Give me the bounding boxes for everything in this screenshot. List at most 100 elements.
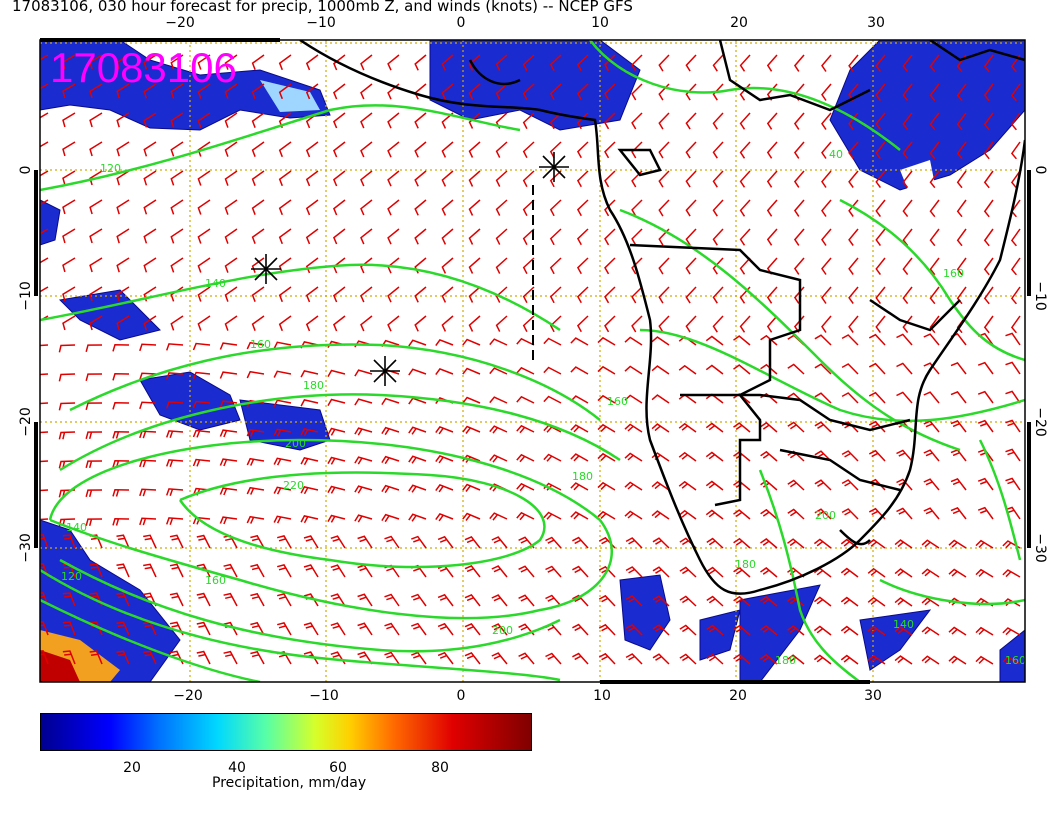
wind-barb (522, 112, 535, 130)
wind-barb (251, 83, 265, 99)
wind-barb (975, 568, 994, 578)
wind-barb (793, 112, 805, 130)
wind-barb (384, 593, 400, 607)
wind-barb (977, 390, 994, 404)
wind-barb (381, 513, 400, 523)
wind-barb (549, 112, 562, 130)
wind-barb (468, 315, 481, 332)
wind-barb (975, 539, 994, 549)
wind-barb (330, 593, 346, 607)
wind-barb (196, 592, 211, 607)
wind-barb (679, 624, 697, 636)
wind-barb (923, 362, 940, 375)
wind-barb (875, 112, 886, 131)
wind-barb (543, 366, 562, 375)
wind-barb (384, 622, 400, 636)
wind-barb (250, 650, 265, 665)
wind-barb (89, 112, 103, 128)
wind-barb (414, 286, 427, 303)
wind-barb (518, 565, 535, 578)
wind-barb (516, 337, 535, 346)
wind-barb (408, 455, 427, 464)
wind-barb (679, 595, 697, 607)
wind-barb (464, 622, 481, 636)
wind-barb (848, 54, 859, 72)
wind-barb (652, 566, 670, 578)
wind-barb (902, 170, 913, 189)
wind-barb (948, 539, 967, 549)
contour-label: 200 (492, 624, 513, 637)
wind-barb (658, 112, 670, 130)
y-tick-left: 0 (18, 166, 34, 175)
wind-barb (1010, 170, 1021, 189)
wind-barb (491, 565, 508, 578)
wind-barb (793, 228, 805, 246)
wind-barb (357, 622, 373, 636)
wind-barb (841, 363, 859, 375)
wind-barb (570, 482, 589, 491)
wind-barb (89, 286, 103, 302)
wind-barb (712, 170, 724, 188)
wind-barb (143, 170, 157, 186)
wind-barb (1005, 419, 1021, 433)
wind-barb (495, 54, 508, 71)
colorbar-tick: 80 (431, 760, 449, 776)
wind-barb (678, 480, 697, 491)
wind-barb (624, 394, 643, 404)
wind-barb (192, 458, 211, 467)
wind-barb (685, 228, 697, 246)
contour-labels: 120 140 160 180 200 220 200 180 160 140 120 160 140 1… (61, 148, 1025, 667)
wind-barb (89, 650, 103, 665)
wind-barb (330, 564, 346, 578)
wind-barb (219, 458, 238, 467)
wind-barb (411, 535, 427, 549)
wind-barb (522, 141, 535, 159)
wind-barb (468, 141, 481, 158)
wind-barb (414, 257, 427, 274)
wind-barb (576, 315, 589, 333)
wind-barb (522, 83, 535, 101)
wind-barb (387, 228, 400, 245)
wind-barb (441, 170, 454, 187)
wind-barb (85, 344, 103, 352)
wind-barb (40, 534, 49, 549)
wind-barb (250, 563, 265, 578)
wind-barb (948, 568, 967, 578)
wind-barb (766, 199, 778, 217)
wind-barb (468, 228, 481, 245)
wind-barb (143, 315, 157, 331)
wind-barb (929, 199, 940, 218)
wind-barb (875, 141, 886, 160)
wind-barb (545, 536, 562, 549)
wind-barb (354, 456, 373, 465)
wind-barb (956, 228, 967, 247)
wind-barb (814, 421, 832, 433)
wind-barb (219, 429, 238, 438)
wind-barb (706, 653, 724, 665)
wind-barb (219, 400, 238, 408)
wind-barb (165, 459, 184, 467)
wind-barb (246, 457, 265, 466)
wind-barb (112, 343, 130, 352)
wind-barb (576, 112, 589, 130)
wind-barb (89, 141, 103, 157)
wind-barb (40, 170, 49, 177)
wind-barb (983, 286, 994, 305)
wind-barb (360, 228, 373, 245)
wind-barb (545, 565, 562, 578)
wind-barb (441, 141, 454, 158)
wind-barb (760, 625, 778, 636)
wind-barb (273, 515, 292, 524)
wind-barb (760, 596, 778, 607)
wind-barb (246, 515, 265, 524)
wind-barb (170, 83, 184, 99)
wind-barb (441, 286, 454, 303)
wind-barb (89, 54, 103, 70)
wind-barb (625, 653, 643, 665)
x-tick-top: 30 (867, 15, 885, 31)
y-tick-right: −20 (1032, 407, 1048, 437)
wind-barb (983, 170, 994, 189)
wind-barb (300, 457, 319, 466)
wind-barb (411, 622, 427, 636)
wind-barb (387, 54, 400, 71)
